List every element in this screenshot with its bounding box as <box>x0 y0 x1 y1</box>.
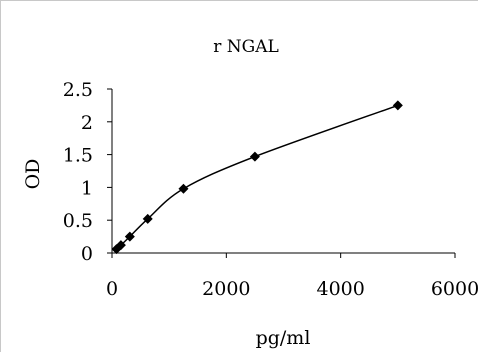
x-tick-label: 6000 <box>431 278 478 300</box>
y-tick-label: 0 <box>81 243 93 265</box>
x-tick-label: 4000 <box>316 278 364 300</box>
x-ticks: 0 2000 4000 6000 <box>106 253 478 300</box>
y-tick-label: 1 <box>81 177 93 199</box>
fit-curve <box>115 104 399 250</box>
y-tick-label: 2 <box>81 112 93 134</box>
y-axis-label: OD <box>22 159 44 190</box>
data-point-marker <box>124 231 135 242</box>
data-point-marker <box>392 100 403 111</box>
data-point-marker <box>249 151 260 162</box>
y-tick-label: 2.5 <box>63 79 93 101</box>
plot-area: 0 2000 4000 6000 0 0.5 1 1.5 2 2.5 <box>63 79 478 300</box>
x-tick-label: 2000 <box>202 278 250 300</box>
data-point-marker <box>178 183 189 194</box>
y-ticks: 0 0.5 1 1.5 2 2.5 <box>63 79 112 265</box>
data-markers <box>111 100 403 255</box>
data-point-marker <box>142 213 153 224</box>
x-tick-label: 0 <box>106 278 118 300</box>
y-tick-label: 1.5 <box>63 145 93 167</box>
y-tick-label: 0.5 <box>63 210 93 232</box>
chart-title: r NGAL <box>213 37 279 57</box>
data-point-marker <box>115 240 126 251</box>
x-axis-label: pg/ml <box>256 327 311 349</box>
